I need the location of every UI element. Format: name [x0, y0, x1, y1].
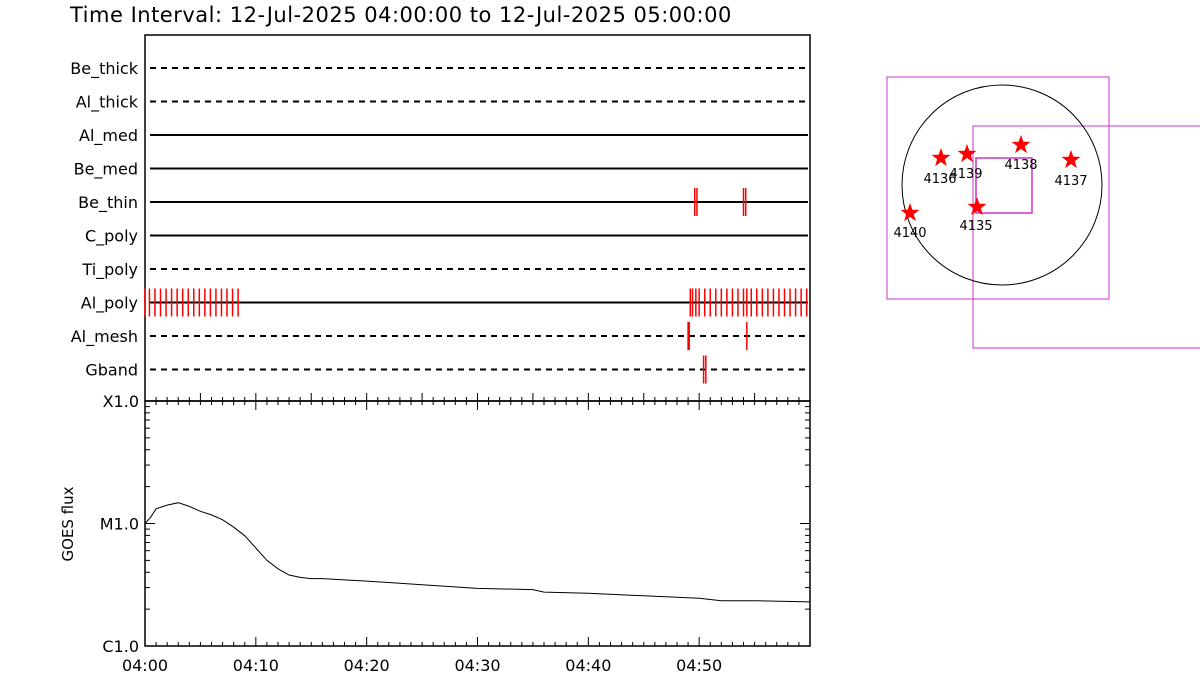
row-label: Be_med: [74, 160, 138, 180]
x-tick-label: 04:20: [344, 656, 390, 675]
timeline-chart: Be_thick Al_thick Al_med Be_med Be_thin C_pol…: [70, 34, 811, 402]
active-region-4137: 4137: [1054, 150, 1088, 189]
timeline-row-al-med: Al_med: [79, 126, 808, 146]
goes-flux-chart: C1.0 M1.0 X1.0 GOES flux 04:00 04:10 04:20 04:3…: [59, 392, 811, 675]
x-tick-label: 04:10: [233, 656, 279, 675]
timeline-row-al-mesh: Al_mesh: [71, 322, 808, 350]
row-label: Al_thick: [76, 93, 139, 113]
timeline-row-ti-poly: Ti_poly: [81, 260, 808, 280]
row-label: Gband: [85, 361, 138, 380]
star-icon: [957, 144, 977, 163]
active-region-4135: 4135: [959, 197, 993, 234]
y-tick-label: X1.0: [103, 392, 139, 411]
row-label: Ti_poly: [81, 260, 138, 280]
region-label: 4137: [1054, 174, 1087, 189]
region-label: 4138: [1004, 158, 1037, 173]
region-label: 4139: [949, 167, 982, 182]
row-label: Al_poly: [81, 294, 138, 314]
region-label: 4136: [923, 172, 956, 187]
row-label: Be_thin: [78, 193, 138, 213]
x-tick-label: 04:30: [454, 656, 500, 675]
star-icon: [1011, 135, 1031, 154]
active-region-4139: 4139: [949, 144, 983, 182]
y-tick-label: M1.0: [100, 515, 139, 534]
y-tick-label: C1.0: [102, 637, 139, 656]
fov-box-small: [975, 157, 1033, 214]
sun-disk: [901, 84, 1103, 286]
row-label: Be_thick: [70, 59, 138, 79]
goes-frame: [144, 400, 811, 647]
star-icon: [900, 203, 920, 222]
page-title: Time Interval: 12-Jul-2025 04:00:00 to 1…: [70, 3, 732, 27]
x-tick-label: 04:50: [676, 656, 722, 675]
timeline-row-gband: Gband: [85, 355, 808, 384]
active-region-4138: 4138: [1004, 135, 1038, 173]
y-axis-label: GOES flux: [59, 486, 77, 561]
active-region-4140: 4140: [893, 203, 927, 241]
timeline-row-be-thick: Be_thick: [70, 59, 808, 79]
timeline-row-be-thin: Be_thin: [78, 188, 808, 216]
star-icon: [1061, 150, 1081, 169]
x-tick-label: 04:40: [565, 656, 611, 675]
timeline-row-al-thick: Al_thick: [76, 93, 808, 113]
timeline-row-c-poly: C_poly: [85, 227, 808, 247]
fov-box-large: [886, 76, 1110, 300]
goes-flux-line: [144, 502, 811, 603]
row-label: C_poly: [85, 227, 138, 247]
region-label: 4140: [893, 226, 926, 241]
star-icon: [931, 148, 951, 167]
region-label: 4135: [959, 219, 992, 234]
timeline-row-al-poly: Al_poly: [81, 288, 808, 317]
row-label: Al_med: [79, 126, 138, 146]
x-tick-label: 04:00: [122, 656, 168, 675]
active-region-4136: 4136: [923, 148, 957, 187]
star-icon: [967, 197, 987, 216]
timeline-frame: [144, 34, 811, 402]
fov-box-offset: [972, 125, 1200, 349]
timeline-row-be-med: Be_med: [74, 160, 808, 180]
row-label: Al_mesh: [71, 327, 138, 347]
